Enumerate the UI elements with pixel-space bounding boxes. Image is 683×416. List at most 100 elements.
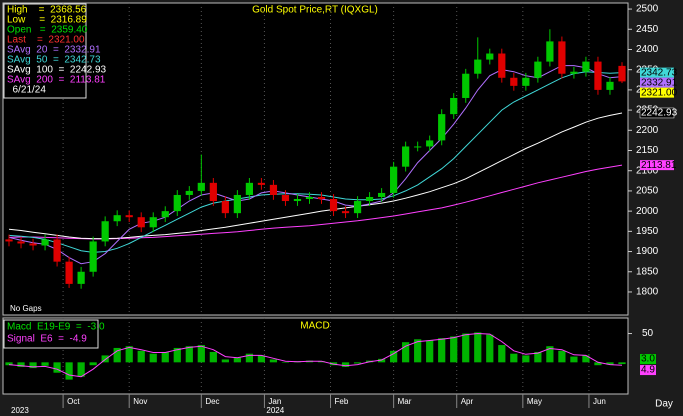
candle-body (462, 73, 470, 98)
candle-body (113, 215, 121, 222)
macd-bar (438, 338, 446, 363)
candle-body (606, 81, 614, 90)
y-tick-label: 1800 (636, 287, 659, 298)
macd-bar (534, 351, 542, 363)
legend-entry: SAvg 200 = 2113.81 (7, 75, 106, 86)
candle-body (41, 239, 49, 246)
y-tick-label: 2450 (636, 24, 659, 35)
candle-body (5, 239, 13, 242)
macd-bar (173, 347, 181, 363)
signal-line (8, 332, 623, 378)
macd-bar (353, 362, 362, 364)
macd-tag (640, 365, 656, 376)
candle-body (245, 182, 253, 195)
candle-body (426, 140, 434, 147)
x-tick-label: Oct (67, 397, 80, 406)
candle-body (438, 114, 446, 141)
macd-bar (257, 355, 266, 363)
y-tick-label: 2100 (636, 165, 659, 176)
candle-body (257, 182, 266, 185)
candle-body (558, 41, 566, 74)
candle-body (77, 271, 85, 284)
candle-body (618, 65, 626, 82)
macd-bar (149, 353, 157, 363)
legend-entry: Open = 2359.40 (7, 25, 88, 36)
macd-bar (498, 345, 506, 363)
price-tag-label: 2332.91 (641, 77, 678, 88)
note: No Gaps (10, 304, 42, 313)
macd-bar (41, 362, 49, 366)
macd-bar (510, 353, 518, 363)
y-tick-label: 2150 (636, 145, 659, 156)
x-tick-label: Feb (335, 397, 349, 406)
macd-bar (594, 362, 602, 366)
macd-bar (245, 353, 253, 363)
candle-body (353, 201, 362, 214)
candle-body (522, 77, 530, 86)
candle-body (486, 53, 494, 60)
x-tick-label: Jan (268, 397, 281, 406)
y-tick-label: 1900 (636, 246, 659, 257)
macd-tag-label: 4.9 (641, 365, 655, 376)
macd-bar (221, 359, 229, 363)
candle-body (474, 59, 482, 74)
candle-body (269, 184, 278, 195)
candle-body (137, 217, 145, 228)
macd-bar (89, 362, 97, 366)
y-tick-label: 2000 (636, 206, 659, 217)
candle-body (53, 239, 61, 262)
candle-body (582, 61, 590, 72)
candle-body (390, 166, 398, 193)
macd-bar (341, 362, 350, 367)
y-tick-label: 1950 (636, 226, 659, 237)
candle-body (89, 241, 97, 272)
macd-bar (426, 340, 434, 363)
y-tick-label: 2200 (636, 125, 659, 136)
x-tick-label: May (527, 397, 542, 406)
candle-body (594, 61, 602, 90)
legend-entry: 6/21/24 (7, 85, 46, 96)
macd-bar (209, 351, 217, 363)
candle-body (378, 192, 386, 197)
macd-bar (269, 359, 278, 363)
x-tick-label: Dec (205, 397, 219, 406)
macd-bar (5, 362, 13, 366)
candle-body (209, 182, 217, 202)
year-label: 2024 (266, 406, 284, 415)
macd-bar (474, 332, 482, 363)
candle-body (125, 215, 133, 218)
price-tag (640, 160, 674, 171)
macd-bar (137, 350, 145, 363)
candle-body (329, 199, 338, 212)
macd-legend-entry: Macd E19-E9 = -3.0 (7, 322, 105, 333)
candle-body (365, 196, 374, 202)
x-tick-label: Apr (461, 397, 474, 406)
candle-body (233, 194, 241, 214)
y-tick-label: 2400 (636, 44, 659, 55)
y-tick-label: 2500 (636, 4, 659, 15)
macd-bar (29, 362, 37, 369)
macd-bar (101, 355, 109, 363)
candle-body (341, 211, 350, 214)
candle-body (305, 196, 314, 200)
macd-bar (185, 346, 193, 363)
candle-body (65, 261, 73, 284)
ma-line (8, 71, 623, 253)
candle-body (197, 182, 205, 191)
macd-bar (197, 345, 205, 363)
candle-body (498, 53, 506, 78)
legend-entry: Last = 2321.00 (7, 35, 85, 46)
macd-bar (17, 362, 25, 367)
macd-title: MACD (300, 321, 329, 332)
macd-bar (113, 347, 121, 363)
macd-bar (486, 334, 494, 363)
macd-bar (317, 361, 326, 363)
candle-body (414, 146, 422, 148)
legend-box (3, 3, 87, 99)
year-label: 2023 (11, 406, 29, 415)
x-tick-label: Jun (593, 397, 606, 406)
price-panel (2, 2, 629, 316)
chart-title: Gold Spot Price,RT (IQXGL) (252, 5, 378, 16)
